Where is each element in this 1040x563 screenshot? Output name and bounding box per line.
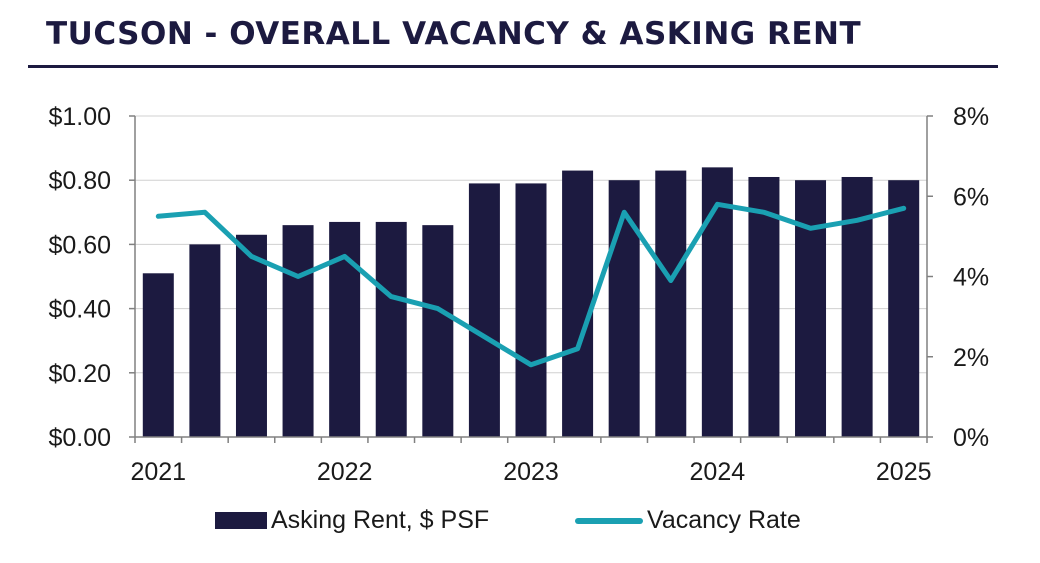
legend: Asking Rent, $ PSF Vacancy Rate (0, 506, 1040, 540)
bar (468, 183, 500, 437)
y-left-tick-label: $0.00 (48, 424, 111, 452)
x-tick-label: 2025 (876, 458, 932, 486)
legend-line-swatch (575, 517, 643, 524)
bar (701, 167, 733, 438)
x-tick-label: 2022 (317, 458, 373, 486)
y-left-tick-label: $0.60 (48, 231, 111, 259)
y-right-tick-label: 2% (953, 344, 989, 372)
bar (375, 221, 407, 437)
bar (422, 225, 454, 437)
x-tick-label: 2021 (130, 458, 186, 486)
bar (515, 183, 547, 437)
bar (888, 180, 920, 437)
legend-item-asking-rent: Asking Rent, $ PSF (215, 506, 489, 535)
y-left-tick-label: $1.00 (48, 103, 111, 131)
x-tick-label: 2024 (690, 458, 746, 486)
legend-label-vacancy-rate: Vacancy Rate (647, 506, 801, 534)
bar (748, 176, 780, 438)
y-left-tick-label: $0.20 (48, 360, 111, 388)
y-right-tick-label: 4% (953, 264, 989, 292)
bar (562, 170, 594, 437)
legend-bar-swatch (215, 512, 267, 529)
y-right-tick-label: 8% (953, 103, 989, 131)
title-bar: TUCSON - OVERALL VACANCY & ASKING RENT (28, 0, 998, 68)
combo-chart: $0.00 $0.20 $0.40 $0.60 $0.80 $1.00 0% 2% 4% 6% 8%… (48, 103, 989, 486)
x-tick-label: 2023 (503, 458, 559, 486)
bar (655, 170, 687, 437)
bar (142, 273, 174, 437)
legend-label-asking-rent: Asking Rent, $ PSF (271, 506, 490, 534)
legend-item-vacancy-rate: Vacancy Rate (575, 506, 801, 535)
bar (282, 225, 314, 437)
bar (189, 244, 221, 437)
bar (235, 234, 267, 437)
y-right-tick-label: 6% (953, 183, 989, 211)
chart-title: TUCSON - OVERALL VACANCY & ASKING RENT (46, 16, 862, 52)
y-left-tick-label: $0.80 (48, 167, 111, 195)
vacancy-rate-line (155, 201, 907, 368)
y-left-tick-label: $0.40 (48, 296, 111, 324)
y-right-tick-label: 0% (953, 424, 989, 452)
bar (795, 180, 827, 437)
